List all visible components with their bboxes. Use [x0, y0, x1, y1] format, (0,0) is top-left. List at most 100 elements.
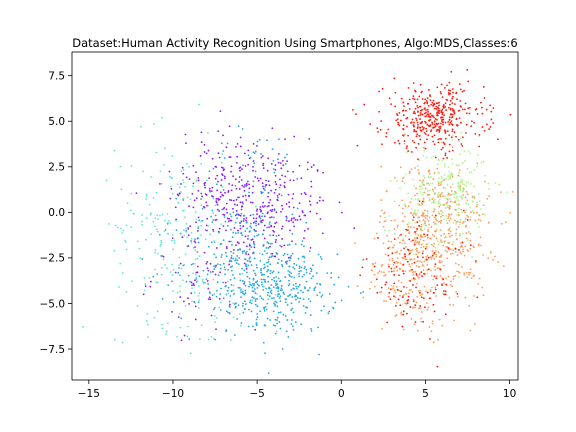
data-point	[509, 113, 512, 116]
data-point	[460, 208, 463, 211]
data-point	[293, 225, 296, 228]
data-point	[416, 228, 419, 230]
data-point	[424, 247, 427, 250]
data-point	[407, 299, 410, 301]
data-point	[451, 149, 454, 152]
data-point	[270, 163, 273, 165]
data-point	[274, 300, 276, 303]
data-point	[419, 228, 422, 231]
data-point	[306, 161, 309, 164]
data-point	[288, 243, 291, 246]
data-point	[425, 111, 427, 114]
data-point	[180, 190, 182, 193]
data-point	[419, 126, 421, 129]
data-point	[414, 304, 417, 307]
data-point	[303, 229, 306, 232]
data-point	[373, 273, 376, 276]
data-point	[171, 237, 174, 240]
data-point	[403, 105, 405, 108]
data-point	[316, 294, 319, 297]
data-point	[414, 232, 417, 235]
data-point	[301, 275, 304, 278]
data-point	[219, 309, 222, 311]
data-point	[402, 101, 405, 104]
data-point	[209, 262, 212, 265]
data-point	[444, 293, 447, 296]
data-point	[223, 157, 226, 160]
data-point	[416, 110, 419, 113]
data-point	[283, 181, 286, 184]
data-point	[359, 274, 362, 277]
y-tick-label: 5.0	[48, 116, 65, 128]
data-point	[300, 289, 302, 292]
data-point	[414, 101, 417, 104]
data-point	[244, 292, 247, 294]
data-point	[207, 245, 210, 248]
data-point	[419, 191, 422, 194]
data-point	[270, 225, 272, 228]
data-point	[188, 338, 191, 341]
data-point	[390, 267, 393, 270]
data-point	[265, 308, 268, 311]
data-point	[395, 265, 398, 268]
data-point	[260, 269, 262, 272]
data-point	[191, 192, 194, 195]
data-point	[290, 323, 293, 325]
data-point	[285, 217, 288, 220]
data-point	[442, 186, 445, 189]
data-point	[185, 163, 188, 165]
data-point	[181, 209, 184, 212]
data-point	[272, 229, 274, 232]
data-point	[416, 121, 419, 124]
data-point	[456, 195, 459, 198]
data-point	[414, 112, 417, 115]
data-point	[217, 274, 220, 277]
data-point	[476, 113, 479, 115]
data-point	[400, 313, 403, 316]
data-point	[461, 162, 464, 164]
data-point	[135, 192, 138, 195]
data-point	[376, 127, 379, 130]
data-point	[379, 221, 381, 223]
data-point	[207, 225, 209, 227]
data-point	[252, 142, 255, 145]
data-point	[395, 314, 398, 316]
data-point	[441, 108, 444, 111]
data-point	[244, 165, 247, 167]
data-point	[185, 222, 188, 225]
data-point	[219, 263, 222, 266]
data-point	[464, 211, 466, 214]
data-point	[214, 266, 217, 268]
data-point	[260, 190, 263, 193]
data-point	[391, 246, 394, 249]
data-point	[224, 285, 227, 288]
data-point	[410, 121, 413, 124]
data-point	[490, 110, 493, 113]
data-point	[427, 306, 430, 309]
data-point	[434, 268, 437, 271]
data-point	[408, 108, 411, 110]
data-point	[456, 203, 458, 206]
data-point	[166, 232, 169, 235]
data-point	[432, 196, 435, 199]
data-point	[417, 216, 420, 219]
data-point	[471, 196, 474, 199]
data-point	[440, 234, 442, 237]
data-point	[451, 176, 454, 178]
data-point	[138, 247, 141, 250]
data-point	[142, 170, 144, 173]
data-point	[195, 180, 198, 183]
data-point	[448, 248, 450, 251]
data-point	[302, 298, 305, 301]
data-point	[283, 186, 286, 189]
data-point	[281, 204, 283, 207]
data-point	[119, 165, 122, 168]
data-point	[409, 211, 412, 214]
data-point	[443, 143, 446, 146]
data-point	[394, 296, 397, 299]
data-point	[431, 123, 434, 125]
data-point	[146, 313, 149, 315]
data-point	[403, 247, 405, 250]
data-point	[275, 280, 278, 283]
data-point	[429, 99, 432, 102]
